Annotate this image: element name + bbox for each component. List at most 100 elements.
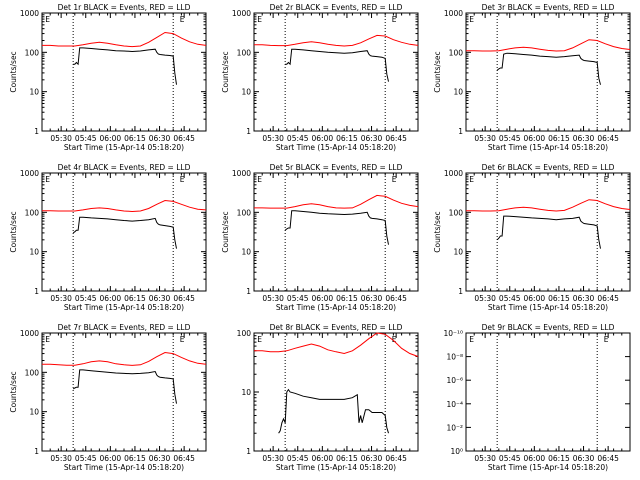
x-tick-label: 05:30 (50, 454, 72, 463)
x-axis-label: Start Time (15-Apr-14 05:18:20) (64, 143, 184, 152)
x-tick-label: 06:30 (149, 134, 171, 143)
x-axis-label: Start Time (15-Apr-14 05:18:20) (276, 143, 396, 152)
y-tick-label: 10 (241, 388, 251, 397)
plot-frame (253, 332, 419, 452)
e-marker: E (469, 15, 474, 24)
x-tick-label: 06:45 (385, 134, 407, 143)
x-axis-label: Start Time (15-Apr-14 05:18:20) (488, 303, 608, 312)
y-tick-label: 100 (449, 208, 464, 217)
chart-title: Det 5r BLACK = Events, RED = LLD (270, 163, 403, 172)
e-marker: E (604, 175, 609, 184)
lld-series-line (466, 199, 631, 212)
events-series-line (72, 216, 177, 249)
x-tick-label: 05:30 (262, 454, 284, 463)
y-tick-label: 1000 (20, 9, 39, 18)
lld-series-line (254, 34, 419, 47)
x-tick-label: 06:00 (524, 134, 546, 143)
y-tick-label: 1000 (232, 9, 251, 18)
e-marker: E (257, 335, 262, 344)
x-tick-label: 06:15 (548, 134, 570, 143)
e-marker: E (604, 15, 609, 24)
y-tick-label: 100 (237, 329, 252, 338)
plot-frame (253, 172, 419, 292)
e-marker: E (180, 175, 185, 184)
y-tick-label: 10 (29, 88, 39, 97)
y-tick-label: 1 (34, 447, 39, 456)
x-tick-label: 05:45 (287, 294, 309, 303)
events-series-line (496, 215, 601, 249)
y-tick-label: 1 (458, 287, 463, 296)
x-tick-label: 06:15 (124, 454, 146, 463)
plot-frame (41, 172, 207, 292)
x-tick-label: 06:45 (173, 134, 195, 143)
x-axis-label: Start Time (15-Apr-14 05:18:20) (64, 303, 184, 312)
chart-panel-8: Det 8r BLACK = Events, RED = LLD 1 10 100 05… (237, 323, 419, 472)
x-tick-label: 06:15 (336, 454, 358, 463)
x-tick-label: 06:15 (336, 294, 358, 303)
y-tick-label: 100 (237, 48, 252, 57)
y-axis-label: Counts/sec (221, 211, 230, 252)
plot-frame (465, 172, 631, 292)
x-tick-label: 05:45 (75, 134, 97, 143)
x-tick-label: 05:45 (75, 294, 97, 303)
x-axis-label: Start Time (15-Apr-14 05:18:20) (64, 463, 184, 472)
chart-panel-9: Det 9r BLACK = Events, RED = LLD 10⁰ 10⁻² 1… (443, 323, 631, 472)
x-tick-label: 06:30 (149, 294, 171, 303)
e-marker: E (45, 175, 50, 184)
y-tick-label: 1 (34, 287, 39, 296)
events-series-line (285, 48, 389, 82)
events-series-line (284, 210, 389, 245)
plot-frame (41, 332, 207, 452)
e-marker: E (45, 15, 50, 24)
e-marker: E (604, 335, 609, 344)
x-tick-label: 06:00 (312, 134, 334, 143)
e-marker: E (180, 15, 185, 24)
x-tick-label: 06:45 (597, 454, 619, 463)
y-tick-label: 1 (458, 127, 463, 136)
y-tick-label: 1000 (232, 169, 251, 178)
chart-title: Det 4r BLACK = Events, RED = LLD (58, 163, 191, 172)
y-tick-label: 10⁻¹⁰ (443, 329, 463, 338)
x-tick-label: 06:30 (361, 454, 383, 463)
plot-frame (41, 12, 207, 132)
x-tick-label: 05:30 (262, 294, 284, 303)
y-tick-label: 1 (246, 287, 251, 296)
y-tick-label: 100 (25, 48, 40, 57)
x-tick-label: 06:00 (100, 454, 122, 463)
e-marker: E (180, 335, 185, 344)
plot-frame (465, 332, 631, 452)
x-tick-label: 05:45 (499, 454, 521, 463)
x-tick-label: 06:45 (597, 134, 619, 143)
x-tick-label: 05:30 (474, 454, 496, 463)
x-tick-label: 06:15 (548, 454, 570, 463)
y-axis-label: Counts/sec (433, 51, 442, 92)
x-tick-label: 06:45 (385, 454, 407, 463)
y-tick-label: 10 (29, 408, 39, 417)
x-tick-label: 05:45 (75, 454, 97, 463)
y-tick-label: 10⁰ (450, 447, 463, 456)
y-tick-label: 10 (453, 88, 463, 97)
lld-series-line (466, 39, 631, 52)
e-marker: E (392, 175, 397, 184)
x-tick-label: 06:00 (312, 294, 334, 303)
events-series-line (496, 52, 601, 85)
x-tick-label: 05:30 (50, 294, 72, 303)
chart-panel-5: Det 5r BLACK = Events, RED = LLD 1 10 100 10… (221, 163, 419, 312)
x-tick-label: 05:30 (474, 134, 496, 143)
y-tick-label: 1000 (444, 169, 463, 178)
y-tick-label: 10⁻⁶ (446, 376, 463, 385)
x-axis-label: Start Time (15-Apr-14 05:18:20) (488, 463, 608, 472)
y-tick-label: 10⁻² (446, 423, 463, 432)
x-axis-label: Start Time (15-Apr-14 05:18:20) (488, 143, 608, 152)
x-tick-label: 05:30 (474, 294, 496, 303)
y-tick-label: 10 (29, 248, 39, 257)
y-tick-label: 1 (246, 447, 251, 456)
chart-panel-1: Det 1r BLACK = Events, RED = LLD 1 10 100 10… (9, 3, 207, 152)
chart-panel-2: Det 2r BLACK = Events, RED = LLD 1 10 100 10… (221, 3, 419, 152)
y-tick-label: 1000 (444, 9, 463, 18)
e-marker: E (45, 335, 50, 344)
events-series-line (278, 388, 389, 434)
events-series-line (73, 47, 177, 85)
chart-title: Det 2r BLACK = Events, RED = LLD (270, 3, 403, 12)
y-tick-label: 10 (241, 88, 251, 97)
